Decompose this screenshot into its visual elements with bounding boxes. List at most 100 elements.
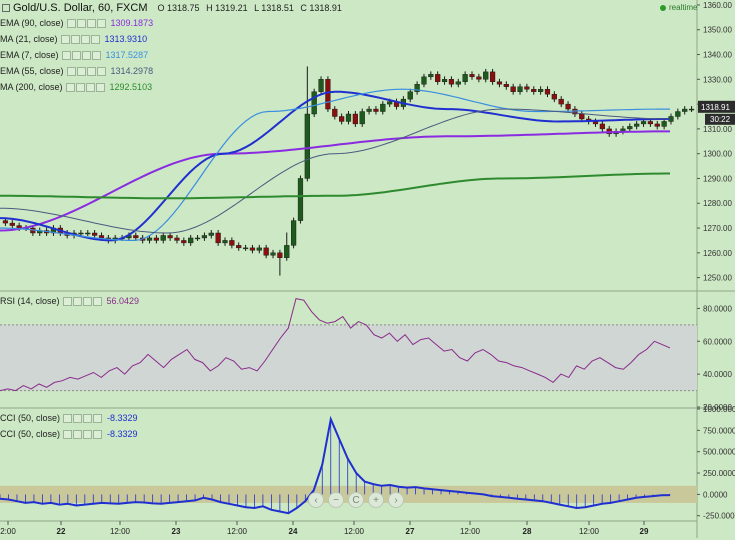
ma-line-3 xyxy=(0,108,671,234)
reset-zoom-button[interactable]: C xyxy=(348,492,364,508)
ma200-legend[interactable]: MA (200, close) 1292.5103 xyxy=(0,81,152,94)
scroll-right-button[interactable]: › xyxy=(388,492,404,508)
ma200-name: MA (200, close) xyxy=(0,82,63,92)
candle-body xyxy=(462,74,468,82)
legend-control-icon[interactable] xyxy=(83,430,93,439)
rsi-name: RSI (14, close) xyxy=(0,296,60,306)
candle-body xyxy=(551,93,557,100)
legend-control-icon[interactable] xyxy=(86,67,96,76)
x-tick-label: 24 xyxy=(289,527,298,536)
legend-control-icon[interactable] xyxy=(92,297,102,306)
zoom-out-button[interactable]: − xyxy=(328,492,344,508)
legend-control-icon[interactable] xyxy=(90,35,100,44)
cci-2-value: -8.3329 xyxy=(107,429,138,439)
candle-body xyxy=(201,235,208,239)
candle-body xyxy=(538,89,544,92)
ma200-controls[interactable] xyxy=(65,83,105,92)
legend-control-icon[interactable] xyxy=(82,297,92,306)
candle-body xyxy=(242,247,249,250)
realtime-indicator: realtime xyxy=(660,3,697,12)
ema90-controls[interactable] xyxy=(66,19,106,28)
legend-control-icon[interactable] xyxy=(80,35,90,44)
rsi-value: 56.0429 xyxy=(106,296,140,306)
legend-control-icon[interactable] xyxy=(75,83,85,92)
collapse-icon[interactable] xyxy=(2,4,10,12)
legend-control-icon[interactable] xyxy=(63,430,73,439)
ma-line-0 xyxy=(0,130,670,232)
legend-control-icon[interactable] xyxy=(66,67,76,76)
ema7-controls[interactable] xyxy=(61,51,101,60)
legend-control-icon[interactable] xyxy=(76,67,86,76)
candle-body xyxy=(517,86,523,92)
candle-body xyxy=(249,247,256,251)
y-tick-label: 1290.00 xyxy=(703,174,732,183)
candle-body xyxy=(661,121,667,127)
legend-control-icon[interactable] xyxy=(91,51,101,60)
legend-control-icon[interactable] xyxy=(72,297,82,306)
ma21-controls[interactable] xyxy=(60,35,100,44)
ma21-legend[interactable]: MA (21, close) 1313.9310 xyxy=(0,33,147,46)
legend-control-icon[interactable] xyxy=(93,414,103,423)
candle-body xyxy=(98,235,105,239)
ema7-value: 1317.5287 xyxy=(105,50,149,60)
candle-body xyxy=(85,232,91,235)
candle-body xyxy=(222,240,228,244)
legend-control-icon[interactable] xyxy=(65,83,75,92)
cci-2-controls[interactable] xyxy=(63,430,103,439)
rsi-band xyxy=(0,324,697,391)
legend-control-icon[interactable] xyxy=(73,430,83,439)
countdown-text: 30:22 xyxy=(710,115,731,124)
cci-y-tick-label: 0.0000 xyxy=(703,490,728,499)
zoom-in-button[interactable]: + xyxy=(368,492,384,508)
y-tick-label: 1350.00 xyxy=(703,26,732,35)
ema55-legend[interactable]: EMA (55, close) 1314.2978 xyxy=(0,65,153,78)
ema7-name: EMA (7, close) xyxy=(0,50,59,60)
ma21-name: MA (21, close) xyxy=(0,34,58,44)
candle-body xyxy=(2,220,9,224)
legend-control-icon[interactable] xyxy=(70,35,80,44)
ma-line-1 xyxy=(0,90,670,242)
ma21-value: 1313.9310 xyxy=(104,34,148,44)
candle-body xyxy=(256,247,262,251)
rsi-legend[interactable]: RSI (14, close) 56.0429 xyxy=(0,295,139,308)
cci-2-legend[interactable]: CCI (50, close) -8.3329 xyxy=(0,428,138,441)
candle-body xyxy=(476,76,482,80)
ema55-name: EMA (55, close) xyxy=(0,66,64,76)
legend-control-icon[interactable] xyxy=(96,67,106,76)
candle-body xyxy=(489,71,496,82)
candle-body xyxy=(428,74,434,78)
legend-control-icon[interactable] xyxy=(66,19,76,28)
cci-1-legend[interactable]: CCI (50, close) -8.3329 xyxy=(0,412,138,425)
ema90-legend[interactable]: EMA (90, close) 1309.1873 xyxy=(0,17,153,30)
candle-body xyxy=(160,235,166,241)
legend-control-icon[interactable] xyxy=(86,19,96,28)
scroll-left-button[interactable]: ‹ xyxy=(308,492,324,508)
cci-1-controls[interactable] xyxy=(63,414,103,423)
legend-control-icon[interactable] xyxy=(60,35,70,44)
ema7-legend[interactable]: EMA (7, close) 1317.5287 xyxy=(0,49,148,62)
legend-control-icon[interactable] xyxy=(61,51,71,60)
legend-control-icon[interactable] xyxy=(63,414,73,423)
legend-control-icon[interactable] xyxy=(96,19,106,28)
candle-body xyxy=(236,245,242,249)
legend-control-icon[interactable] xyxy=(85,83,95,92)
legend-control-icon[interactable] xyxy=(83,414,93,423)
candle-body xyxy=(318,79,324,92)
rsi-controls[interactable] xyxy=(62,297,102,306)
rsi-y-tick-label: 20.0000 xyxy=(703,403,732,412)
legend-control-icon[interactable] xyxy=(95,83,105,92)
candle-body xyxy=(284,245,290,258)
ema55-controls[interactable] xyxy=(66,67,106,76)
legend-control-icon[interactable] xyxy=(81,51,91,60)
legend-control-icon[interactable] xyxy=(93,430,103,439)
candle-body xyxy=(441,79,448,82)
legend-control-icon[interactable] xyxy=(71,51,81,60)
legend-control-icon[interactable] xyxy=(73,414,83,423)
cci-1-name: CCI (50, close) xyxy=(0,413,61,423)
candle-body xyxy=(510,86,516,92)
legend-control-icon[interactable] xyxy=(62,297,72,306)
y-tick-label: 1300.00 xyxy=(703,150,732,159)
candle-body xyxy=(229,240,235,246)
legend-control-icon[interactable] xyxy=(76,19,86,28)
candle-body xyxy=(277,252,283,258)
